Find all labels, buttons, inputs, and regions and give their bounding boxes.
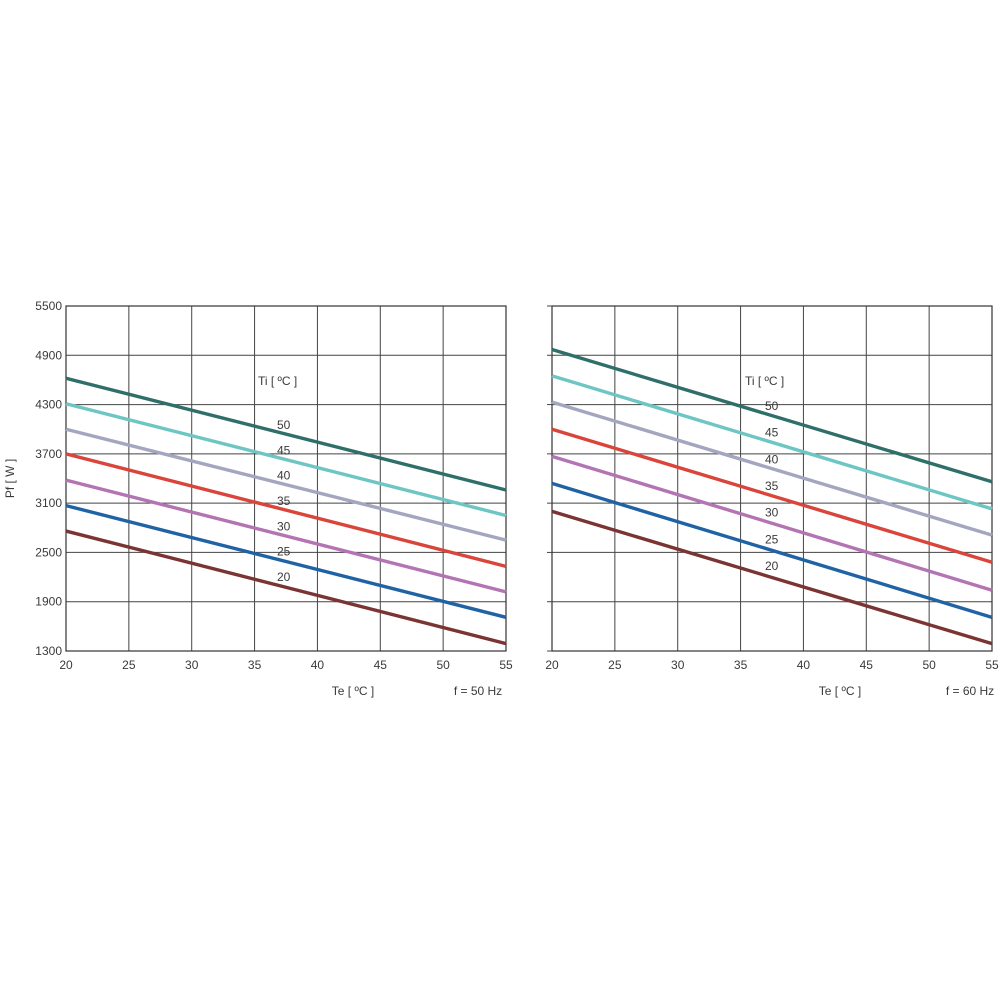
series-line-ti-30 — [65, 478, 507, 594]
series-label-ti-30: 30 — [277, 519, 291, 533]
series-label-ti-30: 30 — [765, 506, 779, 520]
series-line-ti-45 — [65, 402, 507, 518]
series-line-ti-20 — [65, 529, 507, 646]
legend-title: Ti [ ºC ] — [258, 374, 297, 388]
x-tick-label: 45 — [860, 658, 874, 672]
series-line-ti-20 — [551, 509, 993, 646]
series-label-ti-40: 40 — [277, 469, 291, 483]
series-label-ti-20: 20 — [765, 559, 779, 573]
series-label-ti-50: 50 — [277, 418, 291, 432]
series-label-ti-45: 45 — [277, 443, 291, 457]
y-tick-label: 3100 — [35, 496, 62, 510]
series-line-ti-30 — [551, 454, 993, 592]
series-line-ti-50 — [65, 376, 507, 492]
series-line-ti-40 — [65, 427, 507, 542]
frequency-note: f = 60 Hz — [946, 684, 994, 698]
legend-title: Ti [ ºC ] — [745, 374, 784, 388]
series-label-ti-50: 50 — [765, 399, 779, 413]
x-tick-label: 35 — [248, 658, 262, 672]
y-axis-label: Pf [ W ] — [3, 459, 17, 498]
series-line-ti-50 — [551, 347, 993, 484]
plot-frame — [551, 305, 993, 652]
x-tick-label: 30 — [671, 658, 685, 672]
series-line-ti-35 — [551, 427, 993, 564]
x-tick-label: 50 — [436, 658, 450, 672]
y-tick-label: 1900 — [35, 595, 62, 609]
x-tick-label: 25 — [122, 658, 136, 672]
series-label-ti-45: 45 — [765, 426, 779, 440]
x-tick-label: 50 — [922, 658, 936, 672]
x-tick-label: 55 — [499, 658, 513, 672]
series-label-ti-25: 25 — [765, 532, 779, 546]
y-tick-label: 5500 — [35, 299, 62, 313]
frequency-note: f = 50 Hz — [454, 684, 502, 698]
series-line-ti-25 — [551, 481, 993, 619]
chart-panel-50hz: 1300 1900 2500 3100 3700 4300 4900 5500 20 25 30 35… — [3, 299, 513, 698]
series-label-ti-35: 35 — [277, 494, 291, 508]
chart-panel-60hz: 20 25 30 35 40 45 50 55 Te [ ºC ] f = 60 Hz Ti [ º… — [545, 305, 999, 698]
x-tick-label: 30 — [185, 658, 199, 672]
series-label-ti-40: 40 — [765, 452, 779, 466]
plot-frame — [65, 305, 507, 652]
x-tick-label: 25 — [608, 658, 622, 672]
series-label-ti-20: 20 — [277, 570, 291, 584]
x-tick-label: 55 — [985, 658, 999, 672]
x-tick-label: 40 — [311, 658, 325, 672]
grid — [65, 305, 507, 652]
x-tick-label: 20 — [59, 658, 73, 672]
x-axis-label: Te [ ºC ] — [332, 684, 374, 698]
y-tick-label: 1300 — [35, 644, 62, 658]
y-tick-label: 4300 — [35, 398, 62, 412]
x-tick-label: 45 — [374, 658, 388, 672]
series-line-ti-45 — [551, 374, 993, 511]
series-line-ti-35 — [65, 452, 507, 569]
x-axis-label: Te [ ºC ] — [819, 684, 861, 698]
series-label-ti-35: 35 — [765, 479, 779, 493]
x-tick-label: 40 — [797, 658, 811, 672]
x-tick-label: 35 — [734, 658, 748, 672]
y-tick-label: 2500 — [35, 545, 62, 559]
y-tick-label: 4900 — [35, 348, 62, 362]
x-tick-label: 20 — [545, 658, 559, 672]
series-label-ti-25: 25 — [277, 545, 291, 559]
series-line-ti-25 — [65, 503, 507, 619]
y-tick-label: 3700 — [35, 447, 62, 461]
series-line-ti-40 — [551, 400, 993, 537]
